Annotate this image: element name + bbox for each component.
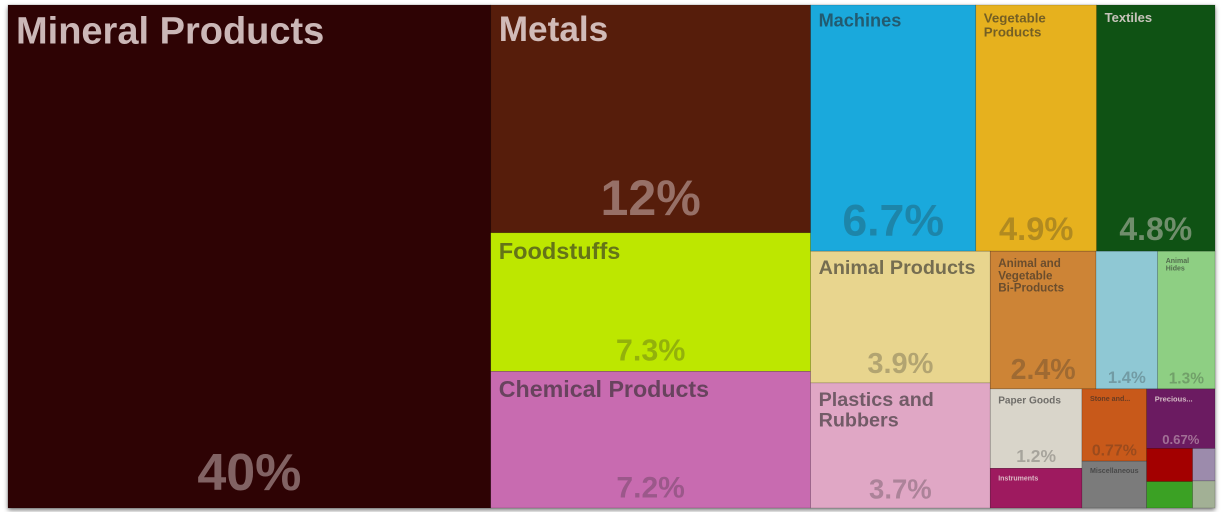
tile-value: 0.67% — [1162, 432, 1199, 447]
tile — [810, 4, 977, 252]
tile — [1192, 448, 1216, 482]
tile-label: Precious... — [1155, 394, 1193, 403]
tile-label: Paper Goods — [998, 395, 1061, 406]
tile — [7, 4, 492, 509]
tile-label: Machines — [819, 10, 902, 30]
tile-label: Mineral Products — [16, 10, 324, 52]
tile — [490, 371, 811, 509]
tile-value: 3.9% — [867, 348, 933, 380]
tile — [1146, 448, 1193, 482]
tile — [1157, 250, 1216, 390]
tile-label: Textiles — [1105, 10, 1153, 25]
tile-value: 1.3% — [1169, 370, 1205, 387]
tile-value: 4.8% — [1119, 211, 1192, 247]
tile — [1146, 388, 1216, 449]
tile-value: 7.2% — [616, 471, 685, 504]
tile — [989, 388, 1083, 469]
tile — [989, 468, 1083, 509]
tile-label: Animal Products — [819, 257, 976, 279]
tile — [1081, 460, 1147, 509]
tile — [810, 250, 991, 384]
tile — [810, 382, 991, 509]
tile-value: 12% — [601, 170, 701, 226]
tile-value: 6.7% — [842, 197, 944, 246]
tile — [1095, 250, 1159, 390]
tile-value: 3.7% — [869, 473, 932, 504]
tile-label: Stone and... — [1090, 395, 1130, 403]
tile-label: Vegetable Products — [984, 10, 1050, 39]
tile — [490, 4, 811, 234]
tile-value: 1.2% — [1016, 446, 1056, 466]
tile-value: 1.4% — [1108, 368, 1146, 387]
tile-label: Animal and Vegetable Bi-Products — [998, 257, 1064, 294]
tile-value: 4.9% — [999, 210, 1073, 247]
tile-value: 0.77% — [1092, 443, 1137, 460]
tile-value: 7.3% — [616, 334, 685, 368]
tile-label: Chemical Products — [499, 376, 709, 402]
tile — [1081, 388, 1147, 462]
tile — [490, 232, 811, 372]
tile-label: Miscellaneous — [1090, 467, 1139, 475]
tile-value: 40% — [197, 444, 301, 502]
tile — [1096, 4, 1216, 252]
tile-label: Plastics and Rubbers — [819, 389, 940, 432]
tile-label: Instruments — [998, 475, 1038, 482]
tile-label: Metals — [499, 10, 608, 49]
tiles: Mineral Products 40% Metals 12% Foodstuffs 7.… — [7, 4, 1216, 509]
tile — [1192, 480, 1216, 509]
tile — [1146, 481, 1193, 509]
tile-label: Foodstuffs — [499, 238, 621, 264]
tile — [989, 250, 1097, 390]
tile-value: 2.4% — [1011, 354, 1076, 386]
tile-label: Animal Hides — [1166, 258, 1191, 272]
